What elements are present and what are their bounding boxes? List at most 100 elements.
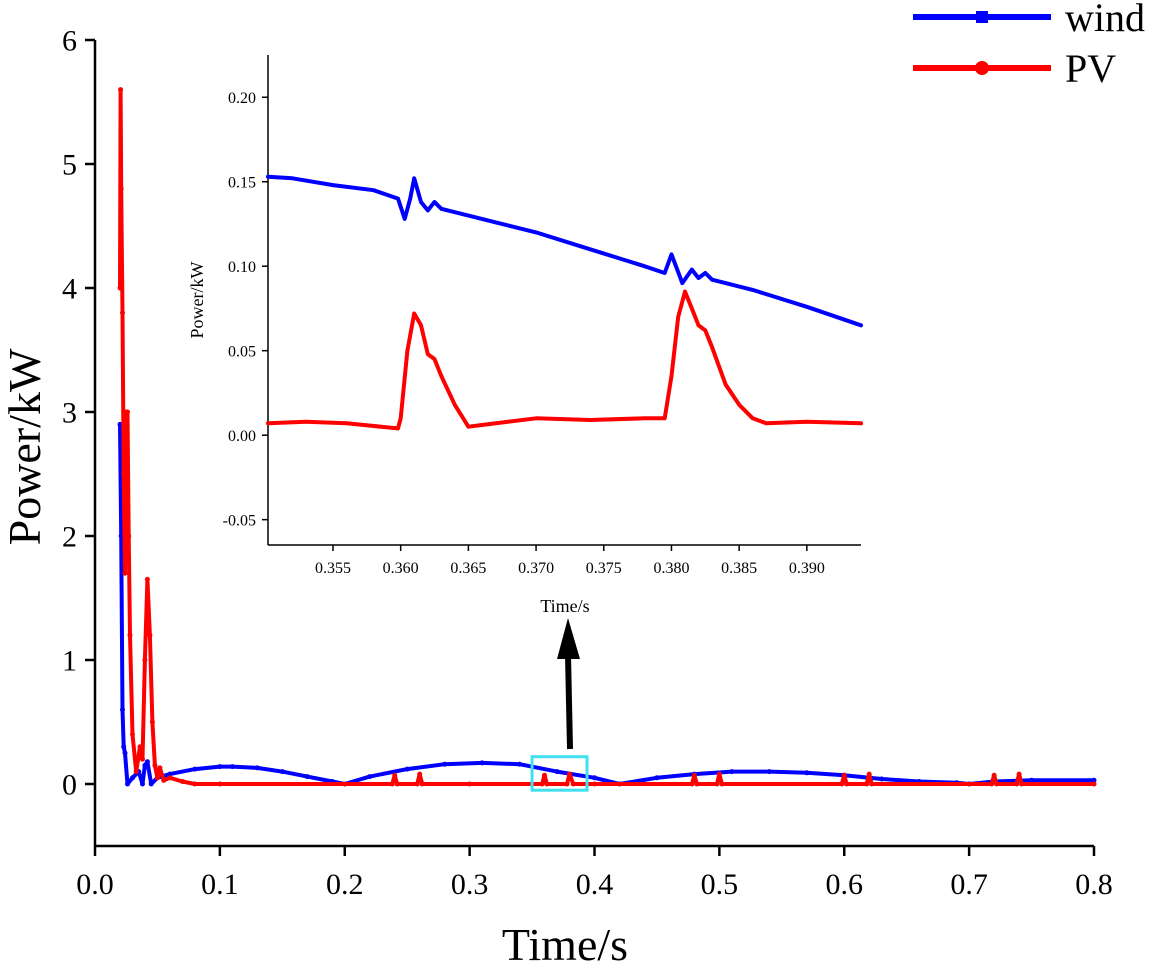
- main-pv-point: [144, 576, 150, 582]
- main-pv-point: [117, 285, 123, 291]
- inset-pv-point: [304, 419, 308, 424]
- inset-x-tick-label: 0.365: [450, 560, 486, 577]
- zoom-arrow: [557, 618, 580, 750]
- inset-pv-point: [859, 421, 863, 426]
- main-pv-point: [467, 781, 473, 787]
- main-pv-point: [137, 744, 143, 750]
- inset-pv-point: [466, 424, 471, 429]
- main-pv-point: [539, 781, 545, 787]
- main-pv-point: [120, 310, 125, 316]
- inset-y-tick-label: 0.15: [228, 174, 256, 191]
- main-wind-point: [442, 761, 448, 767]
- inset-background: [268, 55, 861, 545]
- main-wind-point: [122, 750, 128, 756]
- main-pv-point: [1016, 771, 1022, 777]
- inset-pv-point: [696, 323, 701, 328]
- main-pv-point: [133, 769, 139, 775]
- main-pv-point: [125, 409, 130, 415]
- inset-wind-point: [439, 207, 444, 211]
- main-wind-point: [729, 769, 735, 775]
- main-pv-point: [217, 781, 223, 787]
- main-pv-point: [149, 719, 155, 725]
- main-x-tick-label: 0.7: [950, 868, 988, 901]
- inset-pv-point: [534, 416, 538, 421]
- main-pv-point: [140, 756, 145, 762]
- main-pv-point: [864, 781, 870, 787]
- main-wind-point: [804, 770, 810, 776]
- main-ticks: 0.0 0.1 0.2 0.3 0.4 0.5 0.6 0.7 0.8 0 1 2 3 4 5 6: [62, 25, 1113, 902]
- zoom-region-box: [530, 755, 589, 792]
- inset-wind-point: [588, 247, 592, 252]
- main-pv-point: [392, 772, 398, 778]
- inset-x-tick-label: 0.355: [315, 560, 351, 577]
- main-wind-point: [118, 533, 124, 539]
- main-pv-point: [147, 632, 153, 638]
- main-wind-point: [140, 781, 145, 787]
- main-pv-point: [130, 731, 135, 737]
- main-wind-point: [120, 707, 125, 713]
- main-x-tick-label: 0.2: [326, 868, 364, 901]
- main-wind-point: [592, 775, 597, 781]
- main-wind-point: [130, 775, 135, 781]
- main-pv-point: [179, 779, 185, 784]
- main-wind-point: [1029, 777, 1035, 783]
- main-wind-point: [125, 781, 130, 787]
- inset-pv-point: [453, 403, 457, 407]
- main-pv-point: [394, 781, 400, 787]
- inset-wind-point: [805, 305, 809, 309]
- main-pv-point: [127, 632, 133, 638]
- main-series: [117, 87, 1097, 787]
- main-wind-point: [217, 764, 223, 770]
- inset-pv-point: [405, 348, 410, 353]
- main-pv-point: [122, 570, 128, 576]
- inset-pv-point: [588, 418, 592, 422]
- main-pv-point: [121, 471, 127, 477]
- main-pv-point: [841, 772, 847, 778]
- inset-pv-point: [669, 374, 674, 378]
- main-pv-point: [844, 781, 850, 787]
- main-wind-point: [1091, 777, 1097, 783]
- inset-wind-point: [408, 196, 413, 201]
- inset-pv-point: [432, 357, 437, 361]
- main-x-tick-label: 0.1: [201, 868, 239, 901]
- main-pv-point: [157, 765, 163, 771]
- main-y-tick-label: 3: [62, 397, 77, 430]
- main-pv-point: [989, 781, 995, 787]
- main-wind-point: [167, 771, 173, 777]
- main-pv-point: [1091, 781, 1097, 787]
- inset-x-tick-label: 0.375: [586, 560, 622, 577]
- main-pv-point: [866, 771, 872, 777]
- main-pv-point: [118, 186, 124, 192]
- main-y-tick-label: 2: [62, 521, 77, 554]
- main-x-axis-label: Time/s: [502, 919, 628, 970]
- inset-wind-point: [680, 281, 685, 285]
- inset-x-axis-label: Time/s: [540, 596, 589, 616]
- main-wind-point: [517, 761, 523, 767]
- inset-y-tick-label: 0.00: [228, 428, 256, 445]
- main-wind-point: [554, 769, 560, 775]
- inset-wind-point: [662, 271, 667, 275]
- inset-x-tick-label: 0.360: [383, 560, 419, 577]
- legend: wind PV: [913, 0, 1145, 91]
- inset-ticks: 0.355 0.360 0.365 0.370 0.375 0.380 0.385 0.390…: [223, 90, 825, 577]
- main-wind-point: [254, 765, 260, 771]
- main-y-tick-label: 1: [62, 645, 77, 678]
- main-y-tick-label: 4: [62, 273, 77, 306]
- main-wind-point: [367, 774, 373, 780]
- inset-y-tick-label: 0.05: [228, 343, 256, 360]
- main-pv-point: [154, 775, 160, 781]
- main-y-axis-label: Power/kW: [0, 348, 50, 545]
- inset-wind-point: [396, 196, 400, 201]
- main-pv-point: [1014, 781, 1020, 787]
- inset-x-tick-label: 0.370: [518, 560, 554, 577]
- legend-pv-label: PV: [1065, 46, 1116, 91]
- main-wind-point: [192, 766, 198, 772]
- inset-x-tick-label: 0.385: [721, 560, 757, 577]
- main-y-tick-label: 5: [62, 149, 77, 182]
- inset-y-tick-label: -0.05: [223, 512, 256, 529]
- main-x-tick-label: 0.4: [576, 868, 614, 901]
- inset-wind-point: [859, 323, 863, 328]
- legend-pv-marker: [975, 61, 989, 75]
- inset-pv-point: [750, 416, 755, 421]
